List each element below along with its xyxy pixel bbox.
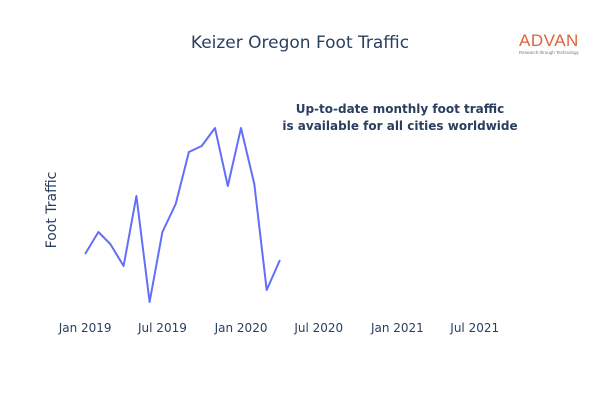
- x-tick-label: Jan 2019: [58, 321, 112, 335]
- advan-logo: ADVAN Research through Technology: [519, 31, 591, 55]
- series-line: [84, 127, 281, 303]
- x-tick-label: Jul 2020: [293, 321, 343, 335]
- chart-title: Keizer Oregon Foot Traffic: [190, 33, 410, 53]
- annotation-line-1: Up-to-date monthly foot traffic: [295, 102, 505, 116]
- logo-tagline: Research through Technology: [519, 50, 579, 55]
- chart-annotation: Up-to-date monthly foot traffic is avail…: [250, 101, 550, 135]
- logo-wordmark: ADVAN: [519, 31, 579, 50]
- x-tick-label: Jan 2021: [370, 321, 424, 335]
- x-tick-label: Jul 2019: [137, 321, 187, 335]
- y-axis-label: Foot Traffic: [44, 172, 60, 249]
- x-tick-label: Jul 2021: [449, 321, 499, 335]
- x-tick-label: Jan 2020: [214, 321, 268, 335]
- series-group: [84, 127, 281, 303]
- annotation-line-2: is available for all cities worldwide: [282, 119, 518, 133]
- x-axis-ticks: Jan 2019 Jul 2019 Jan 2020 Jul 2020 Jan 2021…: [58, 321, 499, 335]
